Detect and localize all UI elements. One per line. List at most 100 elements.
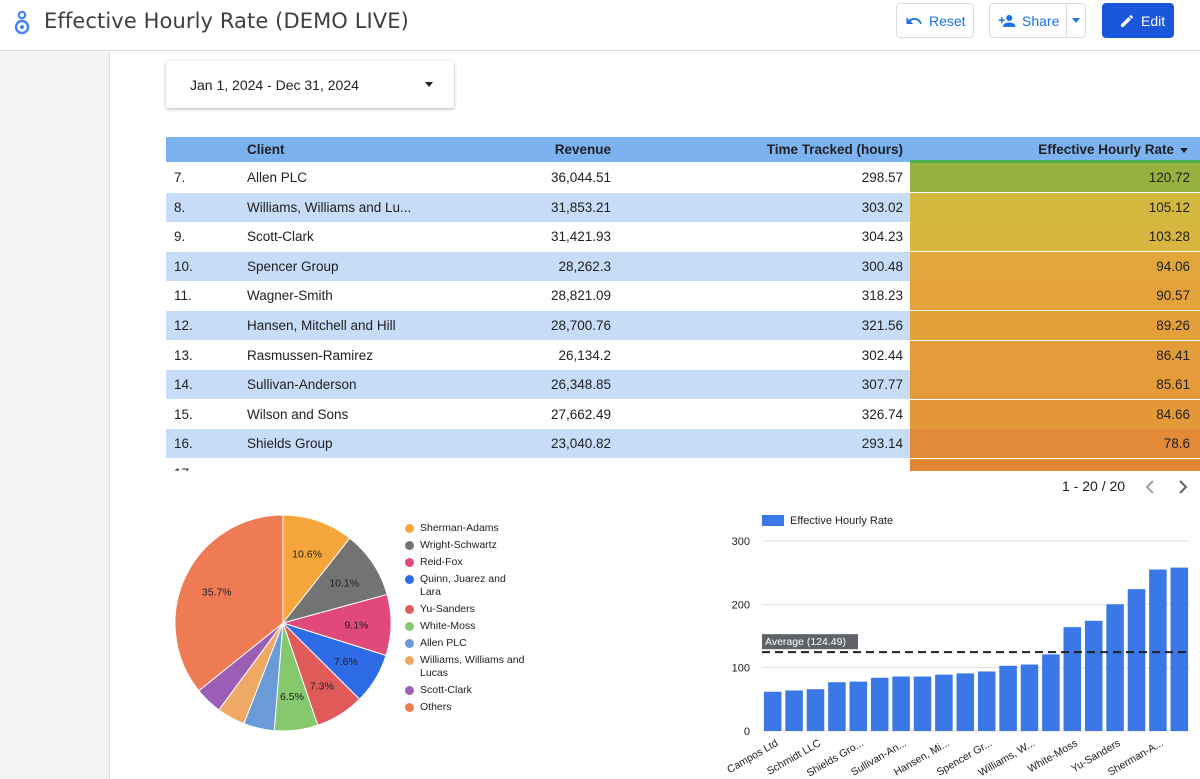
bar[interactable] [1149, 569, 1167, 732]
bar[interactable] [1170, 567, 1189, 731]
chevron-right-icon[interactable] [1176, 478, 1190, 496]
table-row[interactable]: 17. [166, 459, 1200, 471]
legend-item[interactable]: Scott-Clark [405, 684, 525, 697]
table-row[interactable]: 14. Sullivan-Anderson 26,348.85 307.77 85.61 [166, 370, 1200, 400]
bar[interactable] [1020, 664, 1039, 732]
table-row[interactable]: 16. Shields Group 23,040.82 293.14 78.6 [166, 429, 1200, 459]
share-divider [1066, 4, 1067, 37]
legend-item[interactable]: White-Moss [405, 620, 525, 633]
table-row[interactable]: 8. Williams, Williams and Lu... 31,853.21 3… [166, 192, 1200, 222]
table-row[interactable]: 13. Rasmussen-Ramirez 26,134.2 302.44 86.41 [166, 340, 1200, 370]
edit-label: Edit [1141, 12, 1166, 29]
bar[interactable] [935, 674, 953, 731]
bar[interactable] [1084, 620, 1103, 731]
bar[interactable] [849, 681, 868, 731]
time-cell [726, 459, 903, 471]
legend-label: Quinn, Juarez and Lara [420, 573, 506, 598]
left-gutter [0, 52, 110, 779]
revenue-cell: 28,700.76 [550, 318, 611, 333]
table-row[interactable]: 9. Scott-Clark 31,421.93 304.23 103.28 [166, 222, 1200, 252]
ehr-heat-cell [910, 459, 1200, 471]
reset-button[interactable]: Reset [896, 3, 974, 38]
client-cell: Shields Group [247, 436, 333, 452]
bar[interactable] [913, 676, 932, 731]
client-cell: Wilson and Sons [247, 406, 349, 422]
sort-desc-icon[interactable] [1180, 147, 1188, 153]
column-header-client[interactable]: Client [247, 142, 285, 157]
bar[interactable] [956, 673, 975, 731]
revenue-cell: 26,348.85 [550, 377, 611, 393]
revenue-cell: 23,040.82 [550, 436, 611, 452]
bar[interactable] [892, 676, 910, 731]
time-cell: 298.57 [861, 170, 903, 185]
bar[interactable] [999, 665, 1017, 731]
legend-item[interactable]: Williams, Williams and Lucas [405, 654, 525, 680]
bar[interactable] [1063, 627, 1082, 731]
time-cell: 302.44 [861, 347, 903, 363]
column-header-revenue[interactable]: Revenue [554, 142, 611, 157]
ehr-heat-cell [910, 311, 1200, 340]
column-header-ehr-label: Effective Hourly Rate [1038, 142, 1174, 157]
legend-item[interactable]: Wright-Schwartz [405, 539, 525, 552]
pie-slice-label: 35.7% [202, 586, 232, 598]
table-row[interactable]: 12. Hansen, Mitchell and Hill 28,700.76 321… [166, 311, 1200, 340]
add-person-icon [998, 14, 1016, 27]
ehr-heat-cell [910, 251, 1200, 281]
bar[interactable] [1127, 589, 1146, 731]
legend-label: Williams, Williams and Lucas [420, 654, 525, 679]
revenue-cell: 31,853.21 [550, 199, 611, 215]
column-header-effective-hourly-rate[interactable]: Effective Hourly Rate [910, 137, 1188, 162]
column-header-time-tracked[interactable]: Time Tracked (hours) [766, 142, 903, 157]
revenue-cell: 28,821.09 [550, 288, 611, 304]
table-row[interactable]: 15. Wilson and Sons 27,662.49 326.74 84.66 [166, 399, 1200, 429]
bar[interactable] [763, 691, 782, 731]
legend-item[interactable]: Sherman-Adams [405, 522, 525, 535]
client-cell: Scott-Clark [247, 229, 314, 245]
reset-label: Reset [929, 12, 966, 29]
legend-item[interactable]: Quinn, Juarez and Lara [405, 573, 525, 599]
legend-item[interactable]: Others [405, 701, 525, 714]
pie-slice[interactable] [174, 514, 284, 692]
table-row[interactable]: 7. Allen PLC 36,044.51 298.57 120.72 [166, 163, 1200, 192]
bar[interactable] [870, 677, 889, 731]
top-bar: Effective Hourly Rate (DEMO LIVE) Reset … [0, 0, 1200, 51]
bar[interactable] [806, 689, 825, 731]
table-row[interactable]: 10. Spencer Group 28,262.3 300.48 94.06 [166, 251, 1200, 281]
revenue-cell: 31,421.93 [550, 229, 611, 245]
share-button[interactable]: Share [989, 3, 1086, 38]
row-index: 13. [174, 347, 193, 363]
bar[interactable] [1042, 654, 1060, 731]
edit-button[interactable]: Edit [1102, 3, 1174, 38]
pie-slice-label: 9.1% [344, 619, 368, 631]
bar[interactable] [828, 682, 846, 731]
legend-swatch [405, 622, 414, 631]
ehr-cell: 78.6 [1163, 436, 1190, 452]
ehr-cell [910, 459, 1190, 471]
row-index: 12. [174, 318, 193, 333]
legend-swatch [405, 605, 414, 614]
pie-slice-label: 10.6% [292, 549, 322, 561]
pie-slice-label: 10.1% [329, 577, 359, 589]
pie-slice-label: 7.3% [310, 680, 334, 692]
chevron-left-icon[interactable] [1143, 478, 1157, 496]
date-range-picker[interactable]: Jan 1, 2024 - Dec 31, 2024 [166, 61, 454, 108]
legend-swatch [405, 656, 414, 665]
ehr-heat-cell [910, 370, 1200, 400]
table-row[interactable]: 11. Wagner-Smith 28,821.09 318.23 90.57 [166, 281, 1200, 311]
client-cell [247, 459, 417, 471]
client-cell: Williams, Williams and Lu... [247, 199, 412, 215]
legend-item[interactable]: Allen PLC [405, 637, 525, 650]
bar[interactable] [1106, 604, 1124, 731]
legend-label: Others [420, 701, 452, 713]
ehr-heat-cell [910, 340, 1200, 370]
bar[interactable] [785, 690, 803, 731]
legend-item[interactable]: Reid-Fox [405, 556, 525, 569]
pie-slice[interactable] [282, 514, 351, 625]
share-dropdown-caret-icon[interactable] [1072, 18, 1080, 23]
legend-item[interactable]: Yu-Sanders [405, 603, 525, 616]
looker-studio-logo-icon[interactable] [10, 8, 34, 36]
bar[interactable] [977, 671, 996, 731]
client-cell: Sullivan-Anderson [247, 377, 357, 393]
legend-label: White-Moss [420, 620, 476, 632]
row-index: 10. [174, 258, 193, 274]
